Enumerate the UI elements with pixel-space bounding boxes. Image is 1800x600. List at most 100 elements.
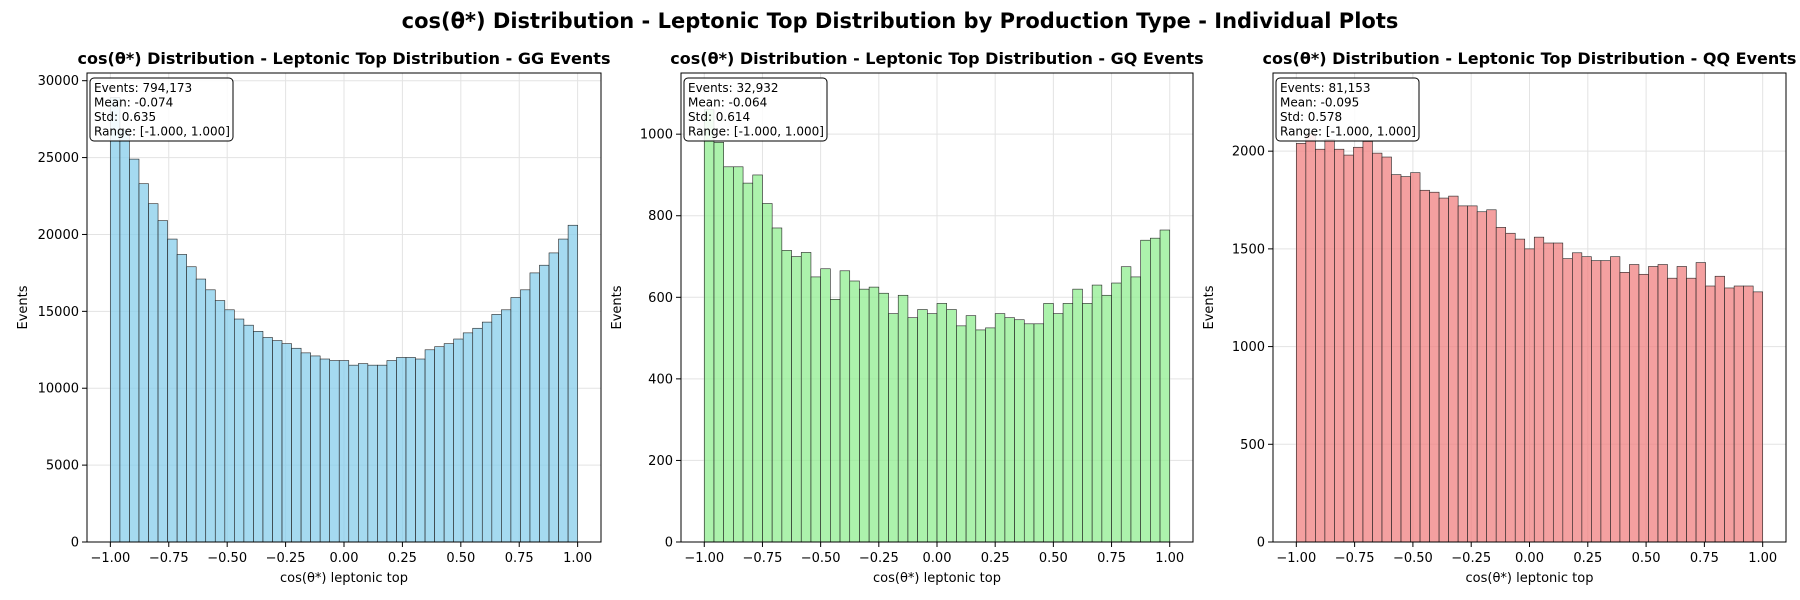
histogram-bar: [1638, 273, 1649, 543]
histogram-bar: [367, 364, 378, 543]
histogram-bar: [462, 332, 474, 543]
y-tick-label: 30000: [38, 74, 79, 89]
x-axis-label: cos(θ*) leptonic top: [280, 571, 408, 586]
x-tick-label: −0.75: [1335, 551, 1375, 566]
histogram-bar: [1150, 237, 1161, 543]
x-tick-label: −0.25: [1451, 551, 1491, 566]
histogram-bar: [1686, 277, 1697, 543]
histogram-bar: [1043, 303, 1054, 543]
histogram-bar: [1111, 282, 1122, 543]
histogram-bar: [1400, 176, 1411, 543]
histogram-bar: [1120, 266, 1132, 543]
x-tick-label: 0.50: [1632, 551, 1661, 566]
histogram-bar: [1324, 139, 1335, 543]
histogram-bar: [820, 268, 831, 543]
histogram-bar: [1159, 229, 1171, 543]
histogram-bar: [481, 321, 493, 543]
x-axis-label: cos(θ*) leptonic top: [1466, 571, 1594, 586]
histogram-bar: [1524, 248, 1535, 543]
histogram-bar: [994, 313, 1006, 543]
stats-line: Range: [-1.000, 1.000]: [1280, 125, 1416, 139]
y-tick-label: 1500: [1232, 242, 1265, 257]
histogram-bar: [810, 276, 821, 543]
histogram-bar: [1410, 172, 1421, 543]
histogram-bar: [453, 338, 464, 543]
histogram-bar: [1543, 242, 1554, 543]
histogram-bar: [965, 315, 977, 543]
histogram-bar: [272, 340, 283, 543]
y-tick-label: 15000: [38, 305, 79, 320]
histogram-bar: [1591, 260, 1602, 543]
histogram-bar: [1438, 197, 1449, 543]
histogram-bar: [1733, 285, 1744, 543]
x-tick-label: 0.25: [981, 551, 1010, 566]
subplot-title: cos(θ*) Distribution - Leptonic Top Dist…: [670, 49, 1203, 68]
histogram-bar: [1486, 209, 1497, 543]
histogram-bar: [310, 355, 321, 543]
x-tick-label: 1.00: [563, 551, 592, 566]
y-tick-label: 0: [665, 536, 673, 551]
stats-line: Std: 0.614: [688, 110, 750, 124]
x-tick-label: 1.00: [1748, 551, 1777, 566]
figure-suptitle: cos(θ*) Distribution - Leptonic Top Dist…: [402, 9, 1399, 33]
stats-line: Std: 0.635: [94, 110, 156, 124]
histogram-bar: [214, 300, 226, 543]
histogram-bar: [195, 278, 207, 543]
histogram-bar: [975, 329, 986, 543]
histogram-bar: [849, 280, 860, 543]
histogram-bar: [907, 317, 918, 543]
histogram-bar: [548, 252, 559, 543]
histogram-bar: [771, 227, 783, 543]
histogram-bar: [1619, 272, 1630, 543]
histogram-bar: [1476, 211, 1487, 543]
stats-line: Events: 32,932: [688, 81, 778, 95]
histogram-bar: [253, 331, 264, 543]
histogram-bar: [243, 324, 254, 543]
x-tick-label: 1.00: [1155, 551, 1184, 566]
histogram-bar: [1091, 284, 1103, 543]
histogram-bar: [501, 309, 512, 543]
histogram-bar: [1457, 205, 1468, 543]
y-tick-label: 400: [648, 372, 673, 387]
histogram-bar: [529, 272, 540, 543]
histogram-bar: [1695, 262, 1706, 543]
stats-line: Mean: -0.064: [688, 96, 767, 110]
histogram-bar: [1705, 285, 1716, 543]
histogram-bar: [110, 97, 121, 543]
histogram-bar: [176, 254, 187, 543]
histogram-bar: [1676, 266, 1687, 543]
stats-line: Events: 81,153: [1280, 81, 1370, 95]
histogram-bar: [129, 158, 140, 543]
histogram-bar: [1572, 252, 1583, 543]
histogram-bar: [888, 313, 899, 543]
histogram-bar: [723, 166, 734, 543]
y-axis-label: Events: [1202, 285, 1217, 329]
histogram-bar: [443, 343, 454, 543]
histogram-bar: [1505, 232, 1516, 543]
histogram-bar: [377, 364, 388, 543]
x-tick-label: 0.50: [1039, 551, 1068, 566]
histogram-bar: [1514, 238, 1526, 543]
x-tick-label: 0.00: [330, 551, 359, 566]
stats-line: Range: [-1.000, 1.000]: [688, 125, 824, 139]
histogram-bar: [791, 256, 802, 543]
histogram-bar: [1372, 152, 1383, 543]
histogram-bar: [956, 325, 967, 543]
y-tick-label: 600: [648, 291, 673, 306]
histogram-bar: [1533, 236, 1545, 543]
histogram-bar: [1362, 141, 1373, 543]
subplot-gq: −1.00 −0.75 −0.50 −0.25 0.00 0.25 0.50 0.75 1.00…: [610, 49, 1204, 586]
histogram-bar: [520, 289, 531, 543]
histogram-bar: [1033, 323, 1044, 543]
stats-box: [1275, 77, 1420, 142]
stats-line: Mean: -0.074: [94, 96, 173, 110]
histogram-bar: [1552, 242, 1564, 543]
subplot-title: cos(θ*) Distribution - Leptonic Top Dist…: [1263, 49, 1797, 68]
stats-line: Range: [-1.000, 1.000]: [94, 125, 230, 139]
y-tick-label: 5000: [46, 459, 79, 474]
x-tick-label: −0.25: [266, 551, 306, 566]
y-tick-label: 500: [1240, 438, 1265, 453]
histogram-bar: [1714, 275, 1725, 543]
histogram-bar: [1667, 277, 1678, 543]
